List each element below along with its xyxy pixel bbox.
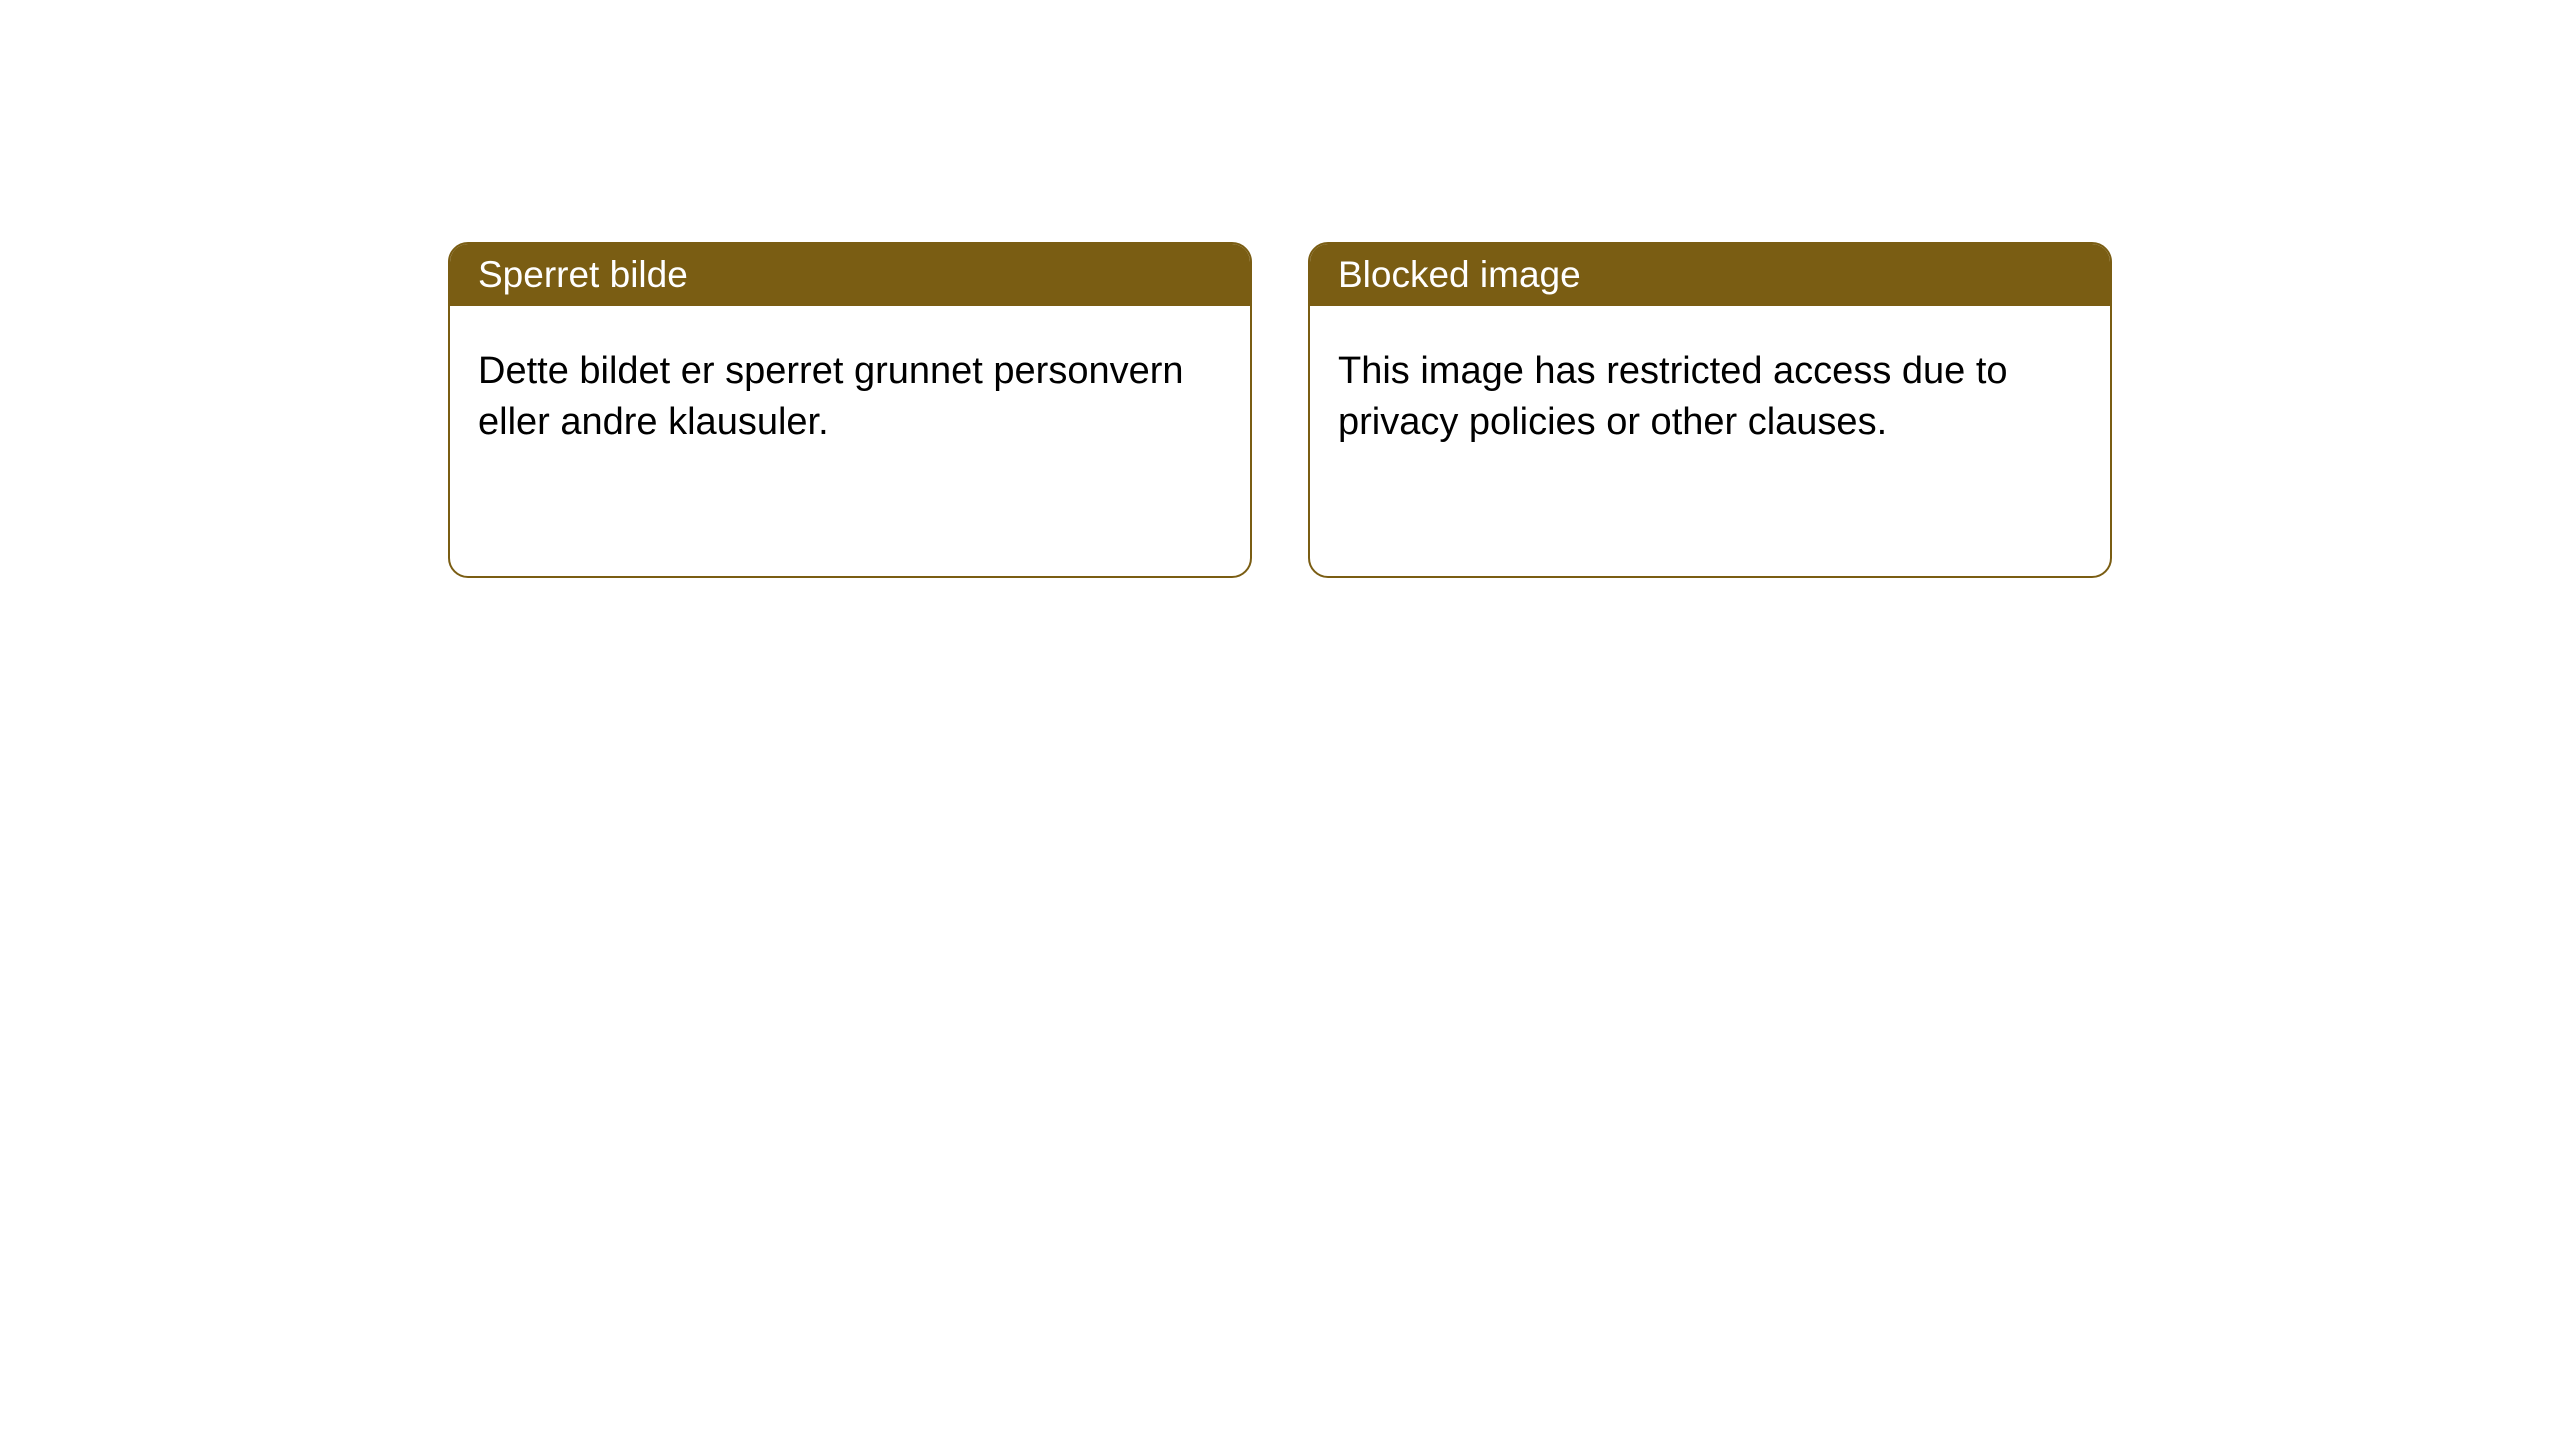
notice-card-norwegian: Sperret bilde Dette bildet er sperret gr… [448, 242, 1252, 578]
card-body-text: Dette bildet er sperret grunnet personve… [478, 350, 1184, 443]
card-header: Sperret bilde [450, 244, 1250, 306]
card-header: Blocked image [1310, 244, 2110, 306]
card-body: Dette bildet er sperret grunnet personve… [450, 306, 1250, 489]
card-header-text: Blocked image [1338, 254, 1581, 295]
card-header-text: Sperret bilde [478, 254, 688, 295]
card-body: This image has restricted access due to … [1310, 306, 2110, 489]
cards-container: Sperret bilde Dette bildet er sperret gr… [0, 0, 2560, 578]
notice-card-english: Blocked image This image has restricted … [1308, 242, 2112, 578]
card-body-text: This image has restricted access due to … [1338, 350, 2008, 443]
